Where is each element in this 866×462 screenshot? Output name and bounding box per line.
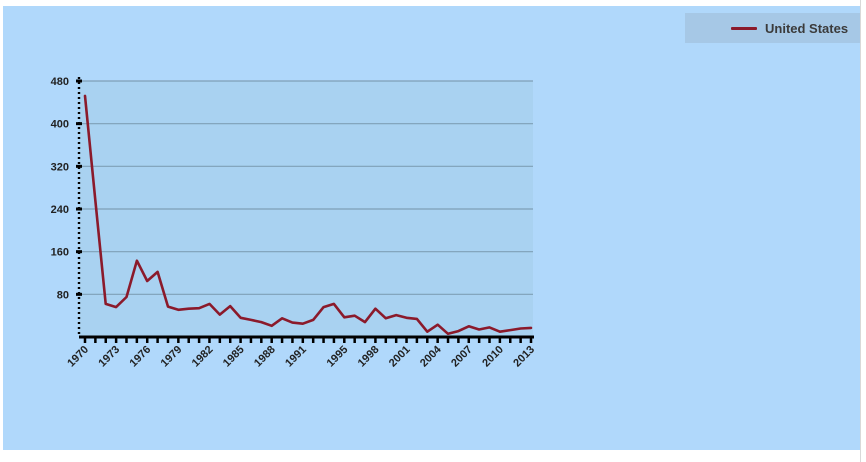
axes [76, 77, 534, 343]
x-tick-label: 1991 [283, 344, 309, 370]
series-layer [83, 94, 533, 336]
x-tick-label: 1982 [190, 344, 216, 370]
x-tick-label: 1995 [325, 344, 351, 370]
x-tick-label: 1998 [356, 344, 382, 370]
x-tick-label: 1976 [128, 344, 154, 370]
y-tick-label: 160 [51, 247, 69, 259]
x-tick-label: 1970 [65, 344, 91, 370]
x-tick-label: 1988 [252, 344, 278, 370]
legend[interactable]: United States [685, 13, 860, 43]
page-edge [860, 0, 866, 462]
x-tick-label: 2001 [387, 344, 413, 370]
x-tick-label: 2004 [418, 343, 444, 369]
y-tick-label: 480 [51, 76, 69, 88]
x-tick-label: 1979 [159, 344, 185, 370]
x-tick-label: 2007 [449, 344, 475, 370]
legend-label: United States [765, 20, 849, 36]
legend-swatch [731, 26, 757, 30]
x-tick-label: 2010 [480, 344, 506, 370]
series-line-0 [83, 94, 533, 336]
x-tick-label: 1973 [96, 344, 122, 370]
y-tick-label: 240 [51, 204, 69, 216]
y-tick-label: 80 [57, 289, 69, 301]
gridlines [79, 80, 533, 295]
x-tick-label: 1985 [221, 344, 247, 370]
x-tick-label: 2013 [511, 344, 537, 370]
y-tick-label: 320 [51, 161, 69, 173]
y-tick-label: 400 [51, 119, 69, 131]
